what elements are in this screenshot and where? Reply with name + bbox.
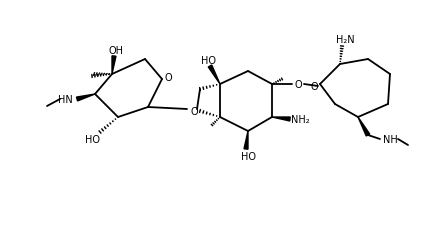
Text: O: O: [294, 80, 302, 90]
Text: HO: HO: [240, 151, 255, 161]
Text: HO: HO: [85, 134, 101, 144]
Polygon shape: [272, 118, 290, 121]
Text: NH: NH: [383, 134, 397, 144]
Polygon shape: [358, 118, 370, 136]
Text: HN: HN: [58, 95, 73, 105]
Text: O: O: [310, 82, 318, 92]
Polygon shape: [244, 131, 248, 150]
Text: O: O: [190, 106, 198, 116]
Text: HO: HO: [201, 56, 215, 66]
Text: NH₂: NH₂: [291, 114, 309, 124]
Text: iiii: iiii: [78, 74, 86, 80]
Text: OH: OH: [109, 46, 124, 56]
Text: O: O: [164, 73, 172, 83]
Polygon shape: [77, 95, 95, 101]
Polygon shape: [112, 57, 116, 75]
Polygon shape: [208, 66, 220, 85]
Text: H₂N: H₂N: [336, 35, 354, 45]
